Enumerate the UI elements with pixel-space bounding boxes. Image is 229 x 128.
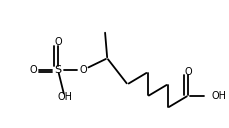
Text: OH: OH [211, 91, 226, 101]
Text: O: O [183, 67, 191, 77]
Text: S: S [54, 65, 61, 75]
Text: O: O [29, 65, 37, 75]
Text: O: O [79, 65, 87, 75]
Text: OH: OH [57, 92, 72, 102]
Text: O: O [54, 38, 61, 47]
